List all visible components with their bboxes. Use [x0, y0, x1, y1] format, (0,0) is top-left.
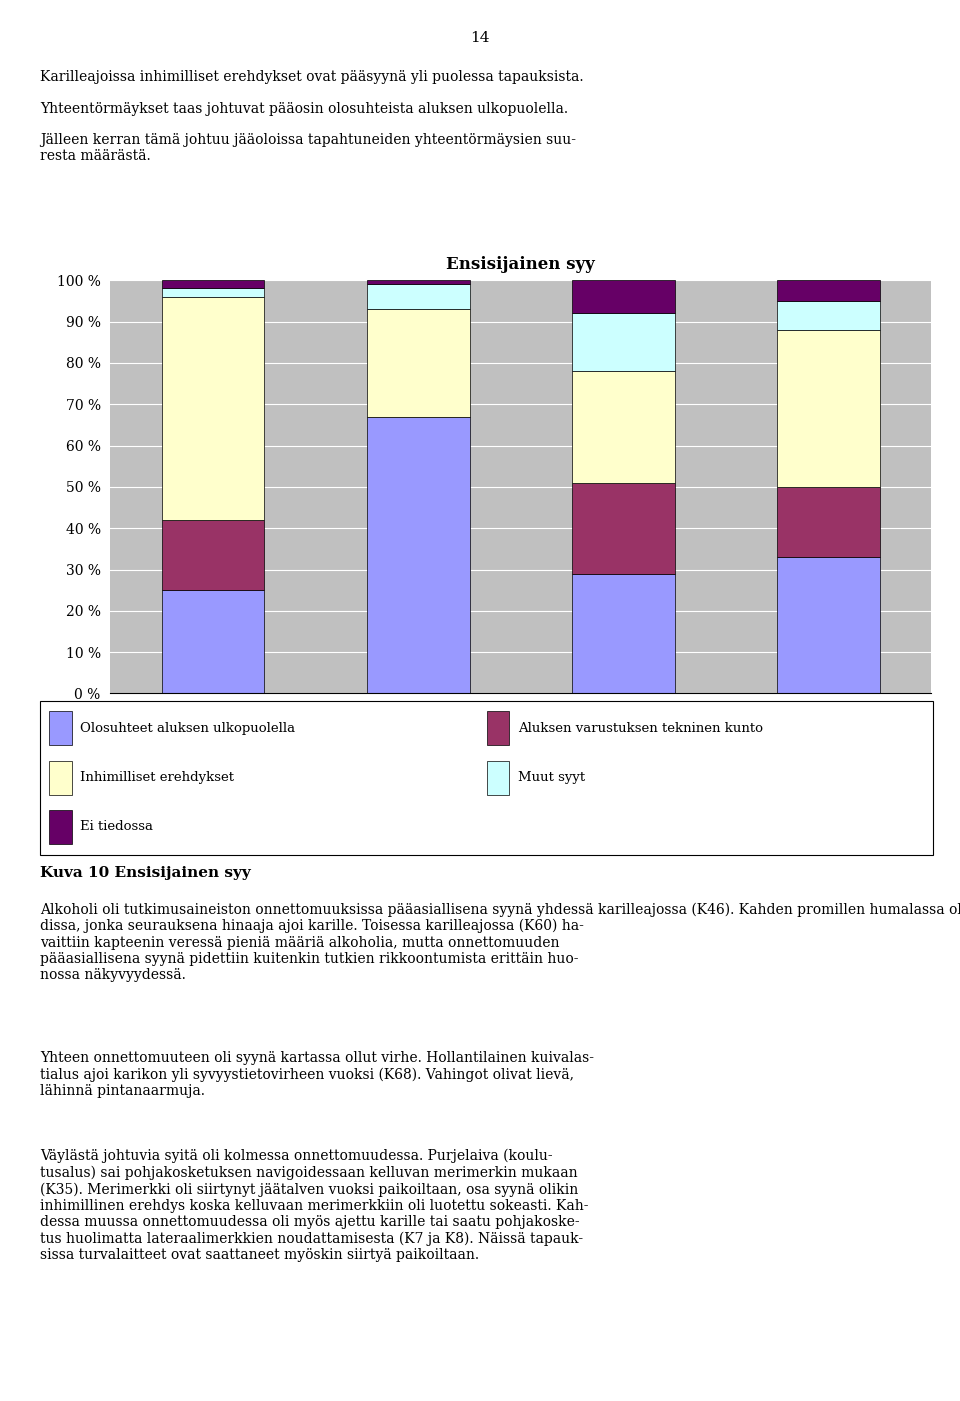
Bar [161, 280, 264, 289]
Text: Karilleajoissa inhimilliset erehdykset ovat pääsyynä yli puolessa tapauksista.: Karilleajoissa inhimilliset erehdykset o… [40, 70, 584, 84]
Bar [572, 371, 675, 483]
Text: Aluksen varustuksen tekninen kunto: Aluksen varustuksen tekninen kunto [518, 722, 763, 734]
Bar [367, 280, 469, 284]
FancyBboxPatch shape [487, 761, 509, 794]
Bar [161, 520, 264, 590]
Text: Jälleen kerran tämä johtuu jääoloissa tapahtuneiden yhteentörmäysien suu-
resta : Jälleen kerran tämä johtuu jääoloissa ta… [40, 133, 576, 164]
Text: Inhimilliset erehdykset: Inhimilliset erehdykset [81, 771, 234, 785]
Bar [572, 483, 675, 573]
Text: Väylästä johtuvia syitä oli kolmessa onnettomuudessa. Purjelaiva (koulu-
tusalus: Väylästä johtuvia syitä oli kolmessa onn… [40, 1149, 588, 1262]
Bar [572, 314, 675, 371]
Bar [572, 280, 675, 314]
Text: Yhteentörmäykset taas johtuvat pääosin olosuhteista aluksen ulkopuolella.: Yhteentörmäykset taas johtuvat pääosin o… [40, 102, 568, 115]
Bar [778, 329, 880, 488]
FancyBboxPatch shape [49, 810, 72, 843]
Bar [161, 590, 264, 693]
Bar [778, 488, 880, 558]
Bar [367, 310, 469, 416]
FancyBboxPatch shape [487, 712, 509, 745]
Bar [572, 573, 675, 693]
Bar [778, 280, 880, 301]
Text: Yhteen onnettomuuteen oli syynä kartassa ollut virhe. Hollantilainen kuivalas-
t: Yhteen onnettomuuteen oli syynä kartassa… [40, 1051, 594, 1098]
FancyBboxPatch shape [40, 700, 933, 855]
Text: Muut syyt: Muut syyt [518, 771, 585, 785]
FancyBboxPatch shape [49, 761, 72, 794]
Bar [778, 558, 880, 693]
Bar [778, 301, 880, 329]
Text: Alkoholi oli tutkimusaineiston onnettomuuksissa pääasiallisena syynä yhdessä kar: Alkoholi oli tutkimusaineiston onnettomu… [40, 902, 960, 982]
Bar [161, 297, 264, 520]
Bar [367, 284, 469, 310]
Title: Ensisijainen syy: Ensisijainen syy [446, 256, 595, 273]
Bar [367, 416, 469, 693]
Text: Olosuhteet aluksen ulkopuolella: Olosuhteet aluksen ulkopuolella [81, 722, 296, 734]
Bar [161, 289, 264, 297]
Text: Kuva 10 Ensisijainen syy: Kuva 10 Ensisijainen syy [40, 866, 252, 880]
Text: Ei tiedossa: Ei tiedossa [81, 821, 154, 834]
FancyBboxPatch shape [49, 712, 72, 745]
Text: 14: 14 [470, 31, 490, 45]
